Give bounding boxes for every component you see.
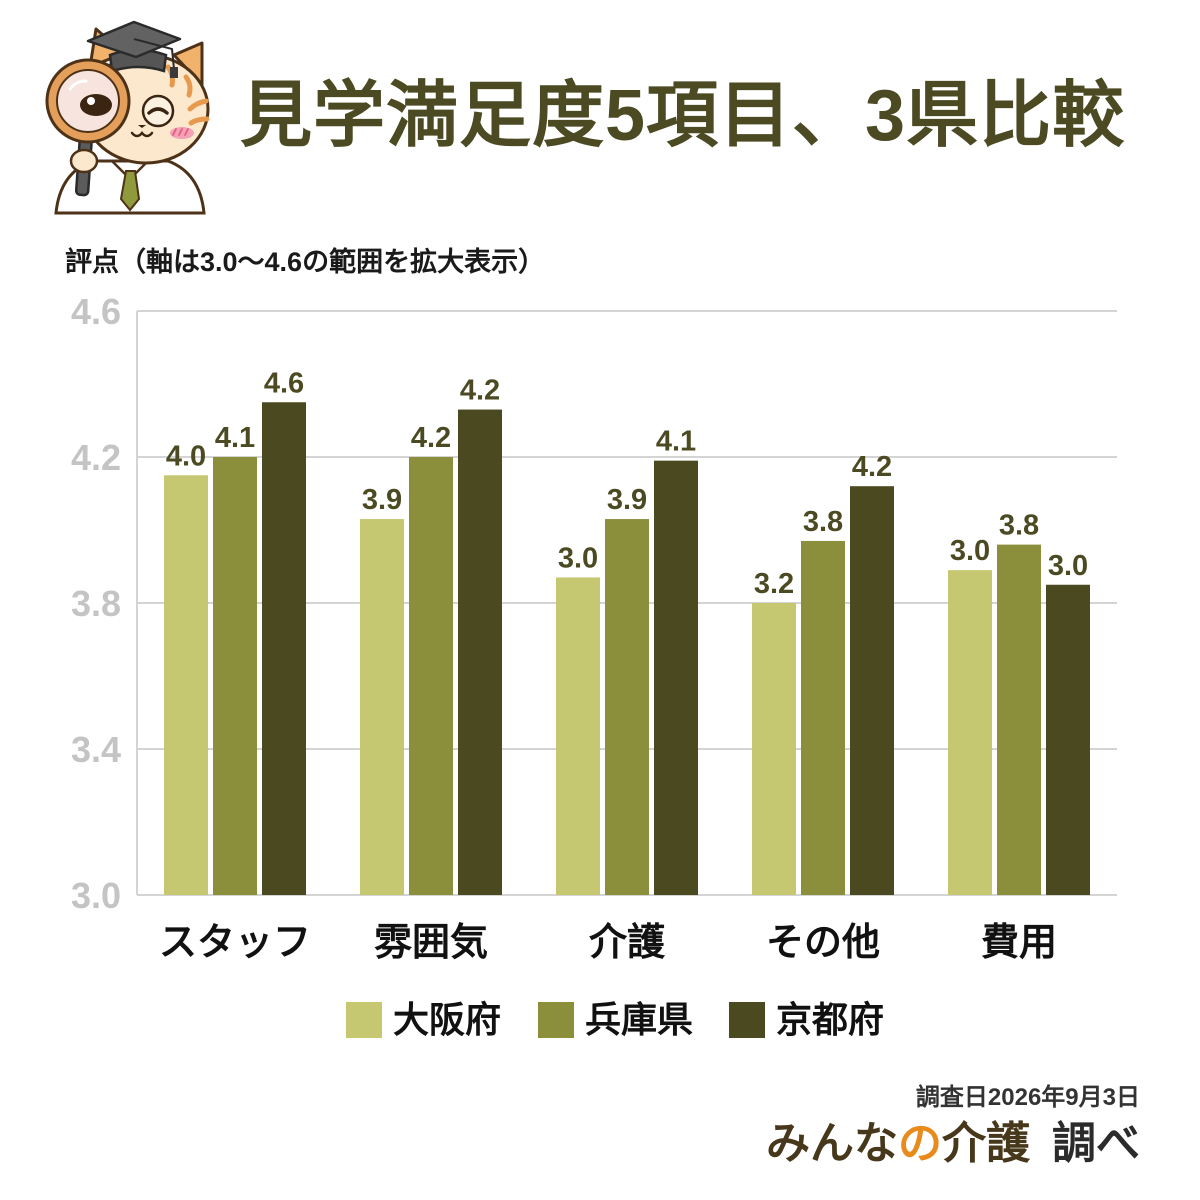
data-label-series-2-category-4: 3.8 (803, 506, 843, 538)
bar-series-2-category-3 (605, 519, 649, 895)
data-label-series-3-category-2: 4.2 (460, 375, 500, 407)
bar-series-3-category-5 (1046, 584, 1090, 895)
bar-series-3-category-2 (458, 409, 502, 895)
bar-series-1-category-4 (752, 603, 796, 895)
bar-series-3-category-1 (262, 402, 306, 895)
bar-series-1-category-5 (948, 570, 992, 895)
brand-logo-text-1: みんな (766, 1119, 898, 1168)
data-label-series-1-category-5: 3.0 (950, 535, 990, 567)
x-category-label-3: 介護 (589, 922, 666, 964)
bar-series-1-category-3 (556, 577, 600, 895)
bar-series-1-category-2 (360, 519, 404, 895)
legend-swatch-3 (729, 1002, 765, 1038)
bar-series-2-category-2 (409, 457, 453, 895)
survey-date: 調査日2026年9月3日 (915, 1084, 1140, 1111)
y-axis-label: 評点（軸は3.0〜4.6の範囲を拡大表示） (65, 247, 546, 277)
cat-detective-mascot-icon (45, 20, 210, 215)
page-title: 見学満足度5項目、3県比較 (240, 76, 1126, 156)
legend: 大阪府 兵庫県 京都府 (0, 1002, 1200, 1042)
brand-credit: みんなの介護 調べ (766, 1122, 1140, 1166)
y-tick-label-5: 3.0 (71, 875, 121, 916)
data-label-series-2-category-3: 3.9 (607, 484, 647, 516)
magnifying-glass-icon (45, 58, 131, 197)
y-tick-label-4: 3.4 (71, 729, 121, 770)
data-label-series-3-category-4: 4.2 (852, 451, 892, 483)
bar-series-2-category-5 (997, 544, 1041, 895)
data-label-series-2-category-1: 4.1 (215, 422, 255, 454)
legend-item-3: 京都府 (729, 1002, 884, 1038)
bar-series-2-category-1 (213, 457, 257, 895)
data-label-series-3-category-1: 4.6 (264, 367, 304, 399)
bar-series-2-category-4 (801, 540, 845, 895)
x-category-label-2: 雰囲気 (374, 922, 488, 964)
data-label-series-2-category-2: 4.2 (411, 422, 451, 454)
bar-series-3-category-3 (654, 460, 698, 895)
x-category-label-5: 費用 (981, 922, 1057, 964)
legend-label-2: 兵庫県 (585, 999, 694, 1040)
legend-swatch-2 (538, 1002, 574, 1038)
legend-label-3: 京都府 (776, 999, 885, 1040)
legend-label-1: 大阪府 (393, 999, 502, 1040)
x-category-label-4: その他 (766, 922, 880, 964)
graduation-cap-icon (86, 20, 182, 78)
legend-item-1: 大阪府 (346, 1002, 501, 1038)
brand-logo-text-2: 介護 (942, 1119, 1030, 1168)
y-tick-label-1: 4.6 (71, 291, 121, 332)
y-tick-label-3: 3.8 (71, 583, 121, 624)
data-label-series-3-category-5: 3.0 (1048, 550, 1088, 582)
legend-item-2: 兵庫県 (538, 1002, 693, 1038)
bar-chart: 4.0 3.9 3.0 3.2 3.0 4.1 4.2 3.9 3.8 3.8 4.6 4.2 4.1 4… (71, 291, 1117, 964)
data-label-series-1-category-2: 3.9 (362, 484, 402, 516)
y-tick-label-2: 4.2 (71, 437, 121, 478)
bar-series-1-category-1 (164, 475, 208, 895)
brand-logo-accent: の (898, 1119, 942, 1168)
data-label-series-1-category-3: 3.0 (558, 542, 598, 574)
bar-series-3-category-4 (850, 486, 894, 895)
data-label-series-1-category-4: 3.2 (754, 568, 794, 600)
data-label-series-3-category-3: 4.1 (656, 426, 696, 458)
data-label-series-2-category-5: 3.8 (999, 510, 1039, 542)
legend-swatch-1 (346, 1002, 382, 1038)
brand-logo: みんなの介護 (766, 1119, 1030, 1168)
brand-suffix: 調べ (1052, 1119, 1140, 1168)
x-category-label-1: スタッフ (159, 922, 311, 964)
data-label-series-1-category-1: 4.0 (166, 440, 206, 472)
